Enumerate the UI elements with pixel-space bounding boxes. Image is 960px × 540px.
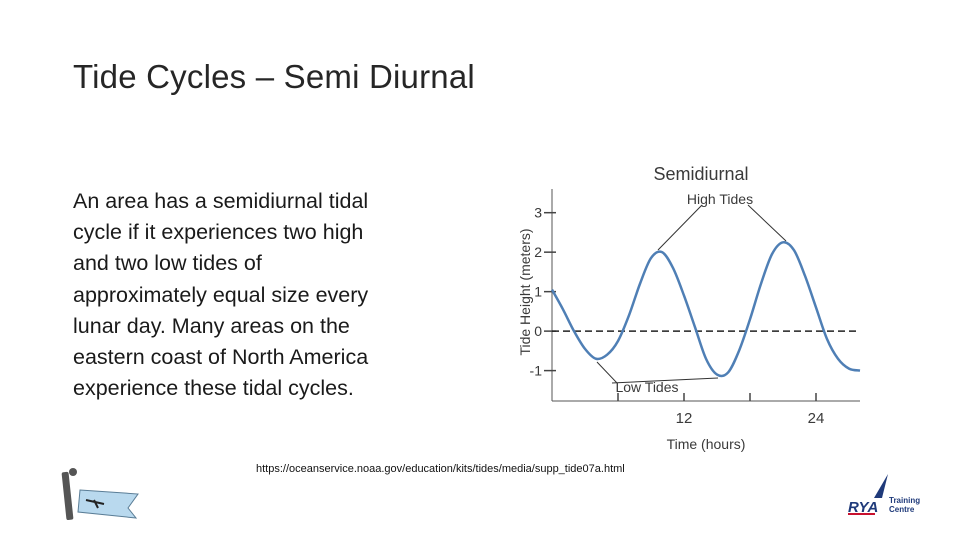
- source-url: https://oceanservice.noaa.gov/education/…: [256, 463, 625, 475]
- body-line: lunar day. Many areas on the: [73, 313, 350, 338]
- annotation: High Tides: [687, 191, 753, 207]
- body-line: and two low tides of: [73, 251, 262, 276]
- logo-text: Training: [889, 496, 920, 505]
- y-tick-label: 3: [534, 205, 542, 221]
- body-line: approximately equal size every: [73, 282, 369, 307]
- y-tick-label: 2: [534, 244, 542, 260]
- annotation-pointer: [657, 204, 703, 251]
- annotation-pointer: [611, 377, 719, 384]
- slide-title: Tide Cycles – Semi Diurnal: [73, 58, 475, 95]
- x-axis-label: Time (hours): [667, 436, 746, 452]
- annotation-pointer: [747, 204, 787, 242]
- y-tick-label: 0: [534, 323, 542, 339]
- tide-line: [550, 240, 861, 378]
- y-tick-label: 1: [534, 284, 542, 300]
- body-line: experience these tidal cycles.: [73, 376, 354, 401]
- annotation-pointer: [596, 361, 618, 384]
- body-line: cycle if it experiences two high: [73, 220, 364, 245]
- body-line: An area has a semidiurnal tidal: [73, 189, 369, 213]
- body-text: An area has a semidiurnal tidal cycle if …: [73, 186, 368, 404]
- y-axis-label: Tide Height (meters): [517, 228, 533, 355]
- rya-logo: RYA Training Centre: [848, 474, 920, 516]
- annotation: Low Tides: [615, 379, 678, 395]
- x-tick-label: 12: [676, 410, 693, 427]
- y-tick-label: -1: [530, 363, 543, 379]
- club-logo: [61, 468, 139, 520]
- logo-text: Centre: [889, 505, 915, 514]
- x-tick-label: 24: [808, 410, 825, 427]
- logo-text: RYA: [848, 499, 878, 516]
- body-line: eastern coast of North America: [73, 345, 369, 370]
- chart-title: Semidiurnal: [653, 164, 748, 184]
